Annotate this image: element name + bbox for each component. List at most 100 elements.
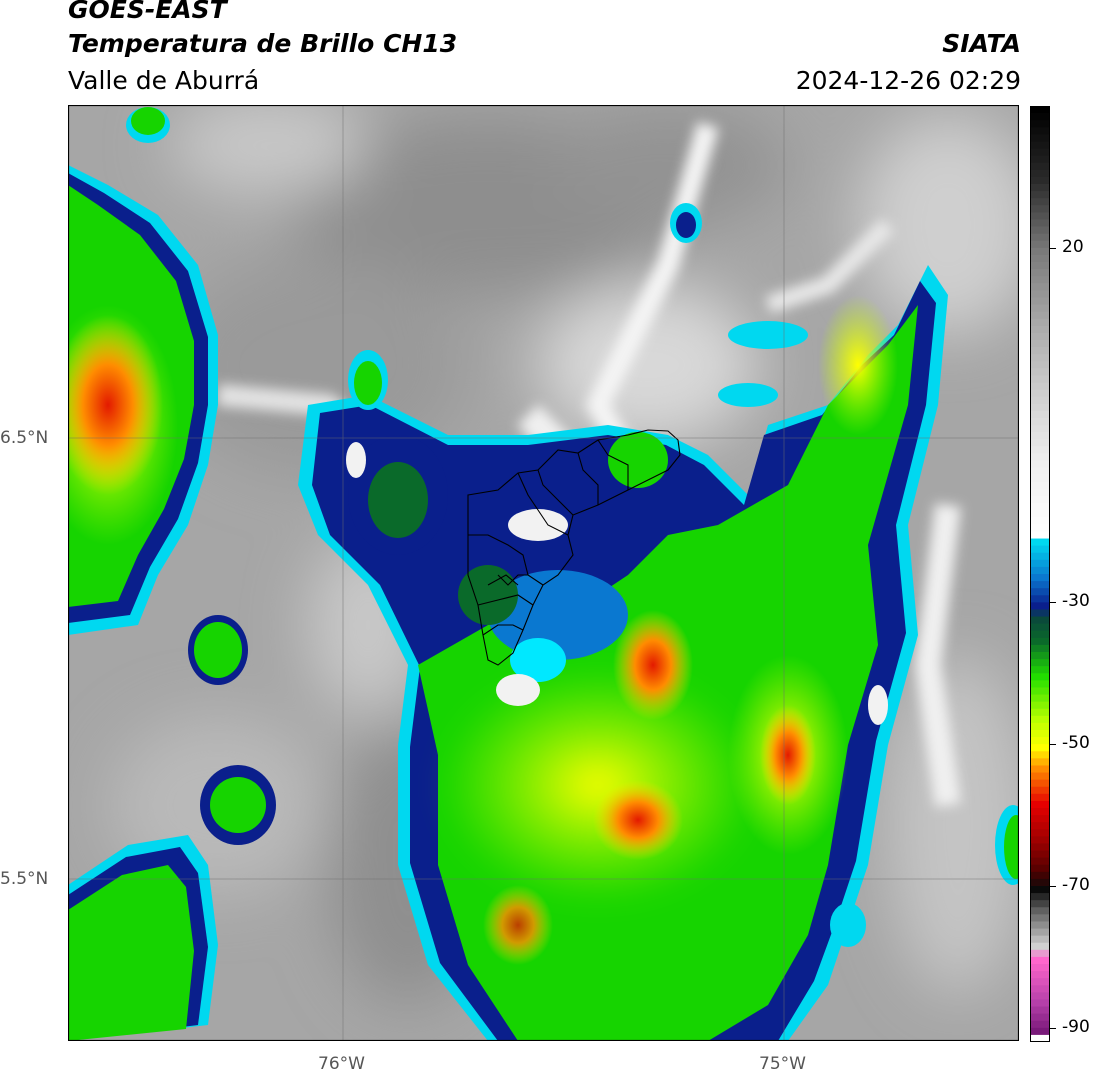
- colorbar-band: [1030, 169, 1050, 178]
- colorbar-band: [1030, 928, 1050, 937]
- colorbar-band: [1030, 141, 1050, 150]
- colorbar-tick-mark: [1050, 247, 1056, 249]
- colorbar-band: [1030, 978, 1050, 986]
- colorbar-band: [1030, 304, 1050, 313]
- colorbar-band: [1030, 666, 1050, 674]
- colorbar-band: [1030, 340, 1050, 348]
- colorbar-band: [1030, 297, 1050, 306]
- gridlines: [68, 105, 1019, 1041]
- colorbar-band: [1030, 581, 1050, 589]
- colorbar-band: [1030, 396, 1050, 405]
- colorbar-band: [1030, 155, 1050, 164]
- colorbar-band: [1030, 247, 1050, 256]
- colorbar-tick-label: 20: [1062, 236, 1084, 257]
- timestamp-label: 2024-12-26 02:29: [795, 66, 1021, 95]
- colorbar-band: [1030, 949, 1050, 958]
- brightness-temperature-map: [68, 105, 1019, 1041]
- colorbar-band: [1030, 574, 1050, 582]
- colorbar-band: [1030, 1034, 1050, 1042]
- colorbar-band: [1030, 616, 1050, 625]
- colorbar-band: [1030, 552, 1050, 561]
- colorbar-band: [1030, 233, 1050, 242]
- colorbar-band: [1030, 460, 1050, 469]
- colorbar-band: [1030, 914, 1050, 923]
- colorbar-band: [1030, 772, 1050, 781]
- colorbar-band: [1030, 240, 1050, 249]
- colorbar-band: [1030, 992, 1050, 1001]
- colorbar-tick-mark: [1050, 1027, 1056, 1029]
- colorbar-band: [1030, 403, 1050, 412]
- colorbar-band: [1030, 418, 1050, 426]
- colorbar-band: [1030, 659, 1050, 667]
- colorbar-band: [1030, 779, 1050, 788]
- colorbar-band: [1030, 793, 1050, 802]
- colorbar-band: [1030, 907, 1050, 915]
- colorbar-band: [1030, 120, 1050, 128]
- colorbar-band: [1030, 1027, 1050, 1036]
- colorbar-band: [1030, 347, 1050, 355]
- colorbar-band: [1030, 488, 1050, 497]
- colorbar-band: [1030, 226, 1050, 235]
- convective-cloud-southwest: [68, 765, 276, 1041]
- colorbar-band: [1030, 503, 1050, 511]
- colorbar-band: [1030, 942, 1050, 951]
- colorbar-band: [1030, 800, 1050, 809]
- colorbar-band: [1030, 701, 1050, 710]
- colorbar-band: [1030, 722, 1050, 731]
- colorbar-band: [1030, 205, 1050, 213]
- colorbar-band: [1030, 510, 1050, 518]
- colorbar-tick-mark: [1050, 886, 1056, 887]
- colorbar-band: [1030, 687, 1050, 696]
- colorbar-band: [1030, 857, 1050, 866]
- colorbar-band: [1030, 283, 1050, 291]
- colorbar-band: [1030, 843, 1050, 852]
- colorbar-band: [1030, 566, 1050, 575]
- colorbar-band: [1030, 609, 1050, 618]
- colorbar-band: [1030, 389, 1050, 398]
- colorbar-band: [1030, 425, 1050, 433]
- colorbar-band: [1030, 588, 1050, 596]
- colorbar-band: [1030, 765, 1050, 774]
- colorbar-band: [1030, 106, 1050, 114]
- colorbar-band: [1030, 524, 1050, 533]
- colorbar-band: [1030, 325, 1050, 334]
- colorbar-band: [1030, 219, 1050, 228]
- colorbar-band: [1030, 269, 1050, 277]
- colorbar-band: [1030, 921, 1050, 930]
- lat-label-5-5: 5.5°N: [0, 869, 49, 889]
- colorbar-band: [1030, 744, 1050, 752]
- convective-cloud-small-cells: [348, 203, 1019, 947]
- colorbar-band: [1030, 212, 1050, 221]
- colorbar-band: [1030, 410, 1050, 419]
- colorbar-band: [1030, 815, 1050, 823]
- colorbar-band: [1030, 737, 1050, 745]
- colorbar-band: [1030, 871, 1050, 880]
- colorbar-band: [1030, 730, 1050, 738]
- colorbar-band: [1030, 134, 1050, 143]
- colorbar-band: [1030, 623, 1050, 632]
- colorbar-band: [1030, 361, 1050, 369]
- colorbar-band: [1030, 637, 1050, 646]
- colorbar-band: [1030, 630, 1050, 639]
- colorbar-band: [1030, 808, 1050, 816]
- colorbar-tick-label: -30: [1062, 591, 1090, 612]
- colorbar-band: [1030, 751, 1050, 759]
- colorbar-band: [1030, 1006, 1050, 1015]
- colorbar-band: [1030, 375, 1050, 384]
- temperature-colorbar: [1030, 106, 1050, 1042]
- colorbar-band: [1030, 758, 1050, 767]
- colorbar-band: [1030, 878, 1050, 887]
- municipal-boundaries: [467, 429, 681, 666]
- colorbar-band: [1030, 673, 1050, 681]
- gray-cloud-texture: [108, 105, 1019, 1005]
- colorbar-band: [1030, 148, 1050, 157]
- colorbar-band: [1030, 113, 1050, 121]
- agency-label: SIATA: [942, 29, 1021, 58]
- colorbar-tick-label: -50: [1062, 733, 1090, 754]
- colorbar-band: [1030, 453, 1050, 462]
- colorbar-band: [1030, 850, 1050, 859]
- lon-label-75w: 75°W: [759, 1054, 806, 1074]
- colorbar-band: [1030, 822, 1050, 830]
- colorbar-band: [1030, 964, 1050, 972]
- colorbar-band: [1030, 935, 1050, 944]
